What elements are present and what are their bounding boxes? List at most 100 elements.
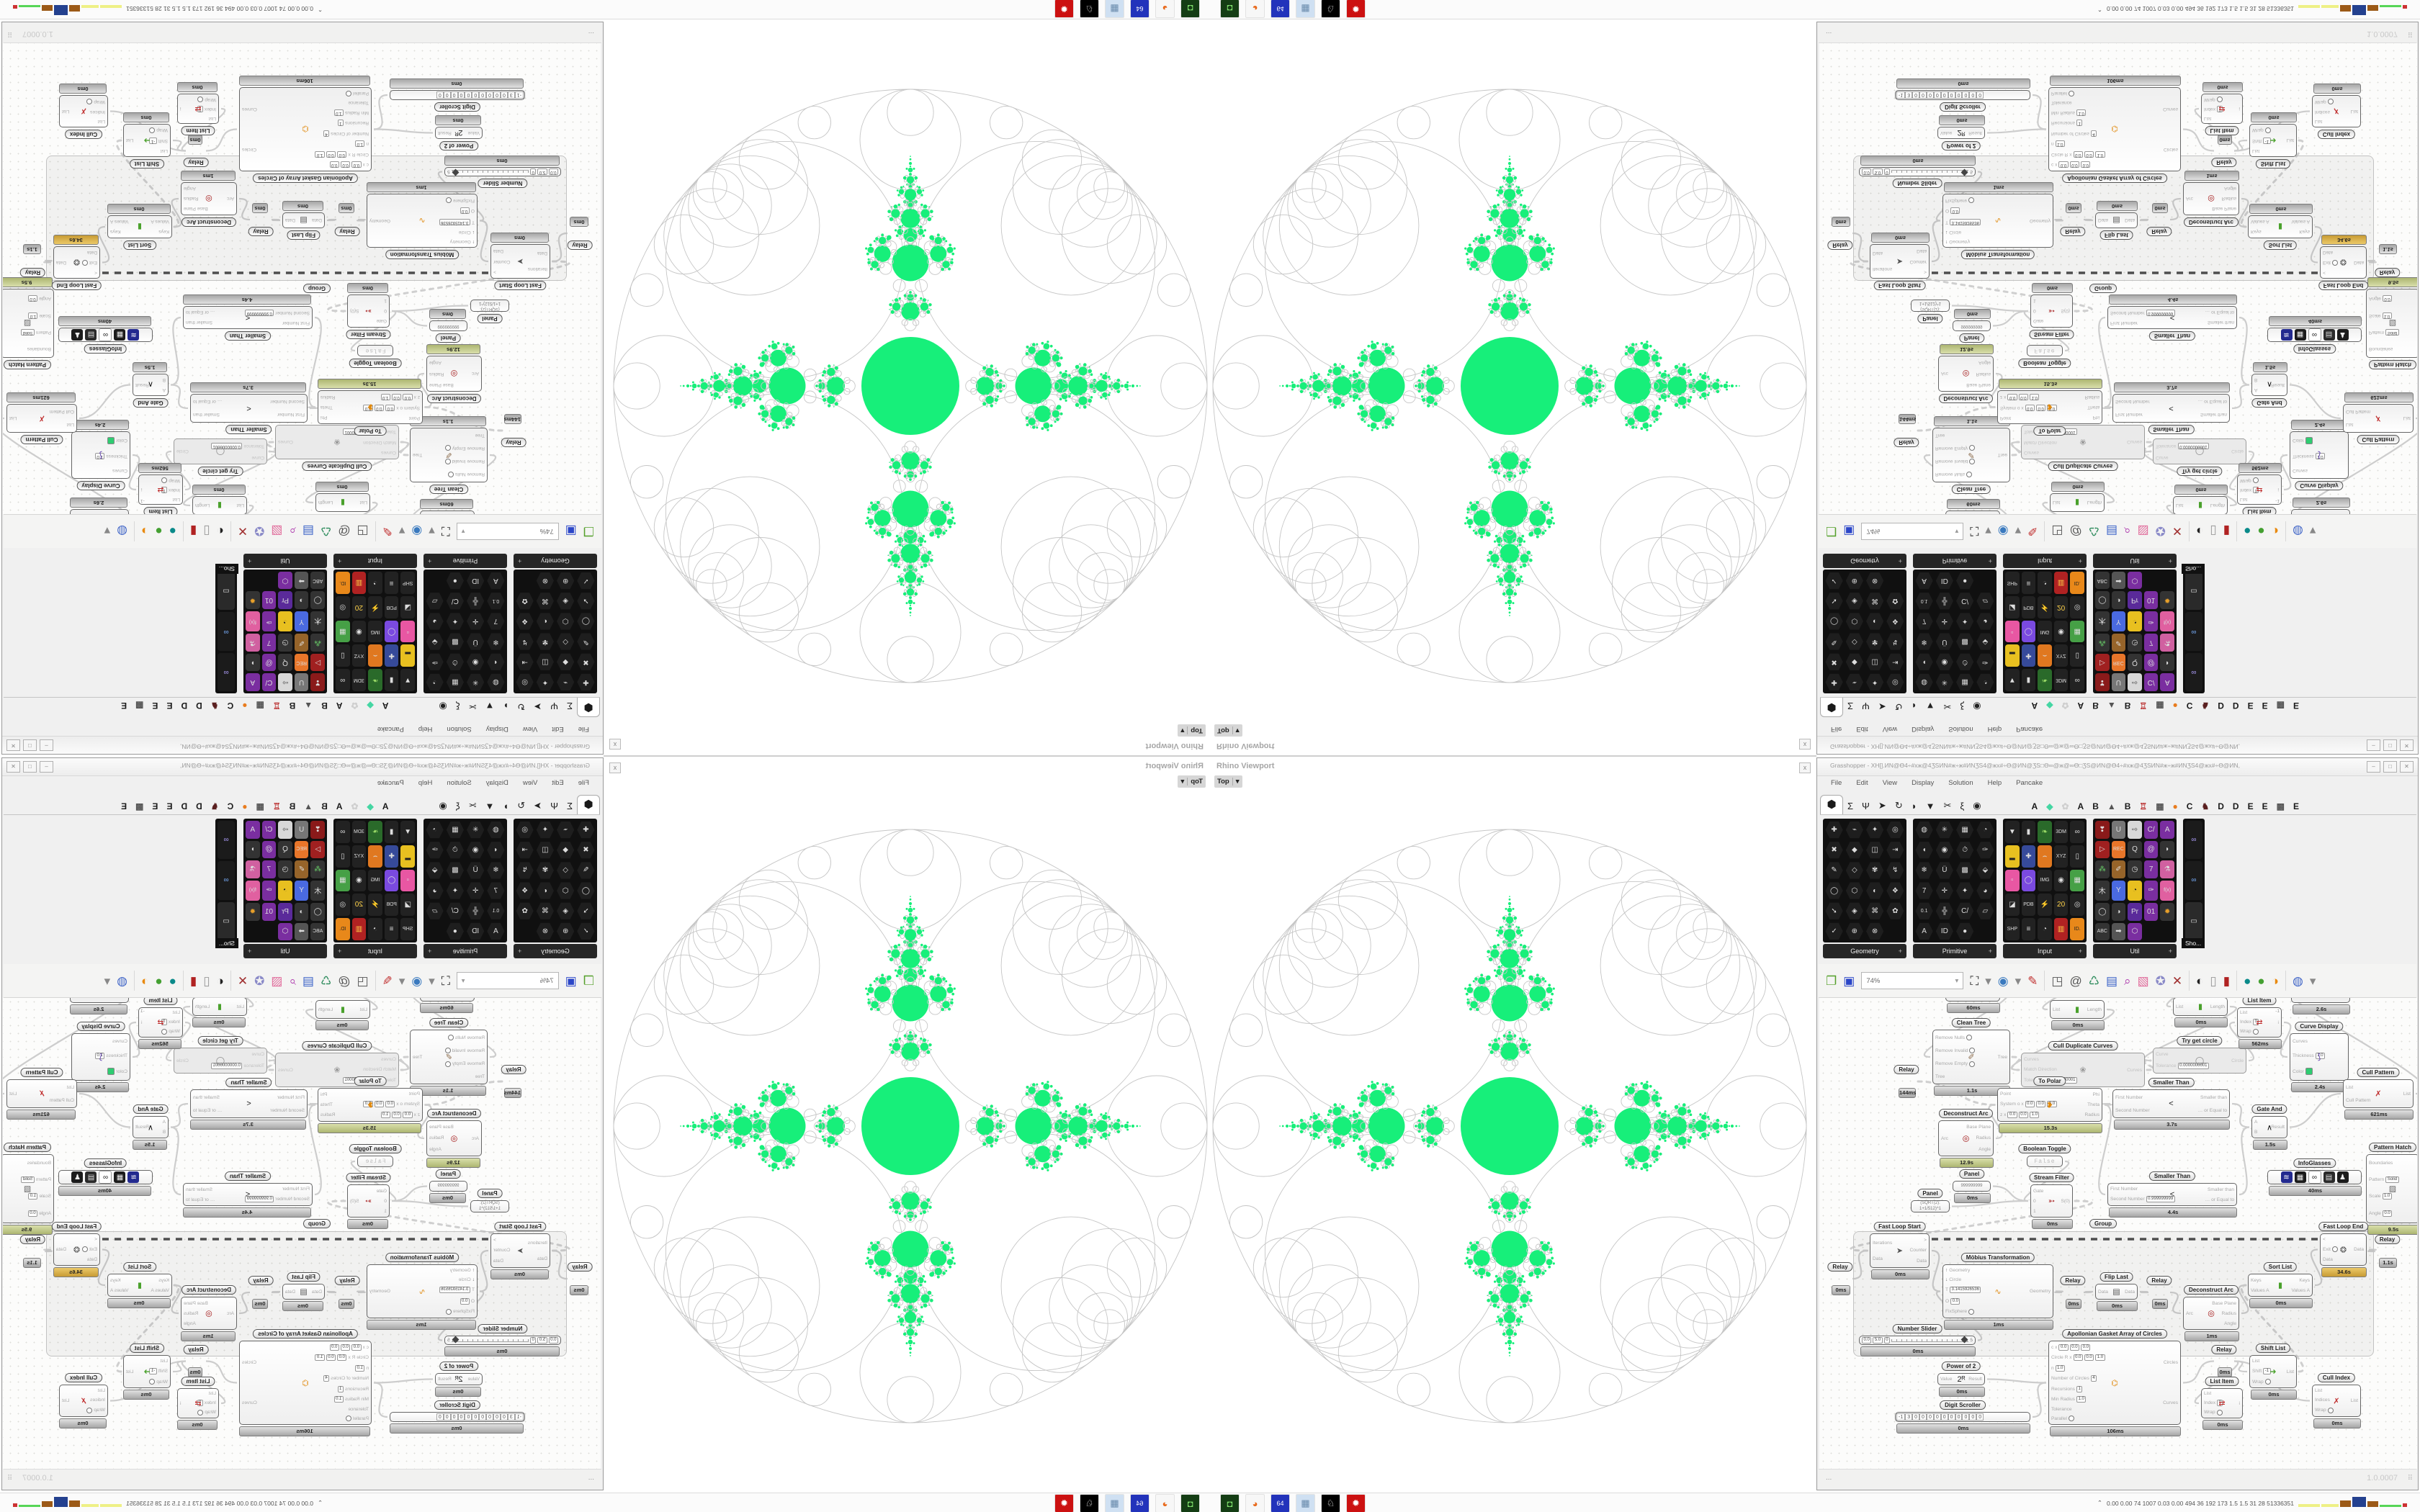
tab-letter-16[interactable]: ▩ bbox=[2276, 701, 2285, 711]
palette-icon[interactable]: ◎ bbox=[336, 894, 350, 917]
tab-letter-9[interactable]: ● bbox=[2172, 701, 2178, 711]
tab-letter-12[interactable]: D bbox=[2218, 701, 2224, 711]
cull-index[interactable]: List Indices Wrap List ✗ bbox=[2312, 95, 2361, 127]
palette-label[interactable]: Geometry + bbox=[1823, 944, 1906, 958]
palette-icon[interactable]: ∞ bbox=[218, 652, 235, 691]
deconstruct-arc-2[interactable]: Arc Base Plane Radius Angle ◎ bbox=[181, 182, 237, 215]
list-length-3[interactable]: List Length ▮ bbox=[2173, 496, 2228, 514]
fast-loop-start[interactable]: Iterations Data > Counter Data ➤ bbox=[490, 1233, 550, 1268]
palette-icon[interactable]: ✎ bbox=[577, 633, 595, 651]
palette-icon[interactable]: A bbox=[246, 673, 260, 691]
palette-icon[interactable]: A bbox=[1915, 922, 1933, 940]
palette-icon[interactable]: ∞ bbox=[2185, 612, 2202, 651]
tab-letter-10[interactable]: C bbox=[227, 701, 234, 711]
list-length-2[interactable]: List Length ▮ bbox=[2050, 493, 2105, 512]
palette-icon[interactable]: ◕ bbox=[1976, 612, 1994, 630]
palette-icon[interactable]: ◍ bbox=[1915, 673, 1933, 691]
tab-letter-15[interactable]: E bbox=[2262, 801, 2268, 811]
palette-icon[interactable]: ✎ bbox=[1825, 862, 1843, 879]
palette-icon[interactable]: ◕ bbox=[426, 881, 444, 899]
palette-icon[interactable]: ◯ bbox=[2021, 620, 2036, 643]
tab-icon-3[interactable]: ↻ bbox=[517, 800, 526, 811]
apollonian[interactable]: c x 0.0 0.0 0.0 Circle R x 0.0 0.0 1.0 n 1.0 Numbe… bbox=[2048, 87, 2181, 171]
palette-icon[interactable]: ⚗ bbox=[2160, 634, 2174, 652]
list-item-1[interactable]: List Index 0 Wrap i ⇄ -1 bbox=[2237, 1007, 2282, 1038]
palette-icon[interactable]: @ bbox=[261, 840, 277, 858]
palette-icon[interactable]: ❧ bbox=[368, 669, 382, 691]
tab-icon-0[interactable]: Σ bbox=[1847, 701, 1854, 711]
palette-icon[interactable]: ◫ bbox=[536, 653, 554, 671]
tab-letter-5[interactable]: ▲ bbox=[304, 801, 313, 811]
palette-icon[interactable]: SHP bbox=[2005, 572, 2020, 594]
viewport-close-button[interactable]: x bbox=[1799, 762, 1811, 773]
sort-list-1[interactable]: Keys Values A Keys Values A ▮ bbox=[2248, 215, 2313, 238]
smaller-than-1[interactable]: First Number Second Number Smaller than… o… bbox=[2112, 1089, 2230, 1118]
palette-icon[interactable]: ✿ bbox=[1886, 592, 1904, 610]
try-get-circle[interactable]: Curve Tolerance 0.0000000001 Circle ◯ bbox=[174, 438, 267, 464]
tab-icon-6[interactable]: ✂ bbox=[468, 701, 477, 712]
menu-item-help[interactable]: Help bbox=[418, 725, 433, 733]
balloon-icon[interactable]: ✪ bbox=[254, 973, 265, 988]
panel-999999999[interactable]: 999999999 bbox=[429, 1181, 467, 1192]
fast-loop-end[interactable]: < Exit Data Data ❂ bbox=[2320, 246, 2367, 279]
shift-list[interactable]: List Shift -1 Wrap List ➜ bbox=[2249, 124, 2297, 157]
palette-icon[interactable]: ✛ bbox=[467, 612, 485, 630]
viewport-projection-tab[interactable]: Top ▾ bbox=[1214, 724, 1242, 737]
mobius[interactable]: ↑ Geometry ↓ Circle T 3.1415926536 O 0.0 FixSphe… bbox=[367, 1264, 478, 1318]
gha-recycle-icon[interactable]: ♺ bbox=[321, 973, 332, 988]
dropdown-icon[interactable]: ▾ bbox=[104, 973, 111, 988]
palette-icon[interactable]: ◍ bbox=[1915, 822, 1933, 839]
cull-index[interactable]: List Indices Wrap List ✗ bbox=[59, 95, 108, 127]
curve-display-2[interactable]: Curves Thickness 1.0 Color ⟆ bbox=[2290, 1033, 2349, 1081]
palette-icon[interactable]: ✦ bbox=[1956, 612, 1974, 630]
palette-icon[interactable]: ◑ bbox=[2111, 903, 2126, 921]
palette-icon[interactable]: 0.1 bbox=[487, 902, 505, 920]
palette-icon[interactable]: ↯ bbox=[1886, 633, 1904, 651]
panel-999999999[interactable]: 999999999 bbox=[429, 320, 467, 331]
minimize-button[interactable]: – bbox=[2367, 739, 2380, 751]
definition-canvas[interactable]: Panel2720320msList LengthListLength▮60ms… bbox=[1819, 998, 2417, 1470]
palette-icon[interactable]: ⬙ bbox=[1976, 862, 1994, 879]
palette-icon[interactable]: ⬡ bbox=[2128, 922, 2142, 940]
palette-icon[interactable]: U bbox=[294, 821, 309, 839]
palette-icon[interactable]: ◑ bbox=[294, 591, 309, 609]
tab-letter-12[interactable]: D bbox=[196, 801, 202, 811]
palette-icon[interactable]: ⽊ bbox=[310, 880, 325, 901]
drive-icon[interactable]: ◘ bbox=[1220, 0, 1240, 18]
palette-icon[interactable]: ⚗ bbox=[246, 860, 260, 878]
palette-icon[interactable]: ✦ bbox=[536, 673, 554, 691]
palette-icon[interactable]: ✑ bbox=[1976, 842, 1994, 859]
cull-index[interactable]: List Indices Wrap List ✗ bbox=[2312, 1385, 2361, 1417]
palette-icon[interactable]: ▥ bbox=[351, 572, 367, 594]
viewport-close-button[interactable]: x bbox=[609, 739, 621, 750]
tab-letter-3[interactable]: A bbox=[2077, 701, 2084, 711]
palette-icon[interactable]: ⇨ bbox=[2128, 821, 2142, 839]
box-display-icon[interactable]: ◳ bbox=[357, 973, 369, 988]
palette-icon[interactable]: XYZ bbox=[2053, 644, 2069, 667]
tab-letter-6[interactable]: B bbox=[2124, 701, 2131, 711]
palette-icon[interactable]: ✓ bbox=[577, 572, 595, 590]
palette-icon[interactable]: ✦ bbox=[1956, 882, 1974, 899]
tab-icon-2[interactable]: ➤ bbox=[534, 800, 542, 811]
tab-letter-17[interactable]: E bbox=[121, 701, 127, 711]
palette-icon[interactable]: ✹ bbox=[246, 903, 260, 921]
palette-icon[interactable]: ➡ bbox=[294, 922, 309, 940]
palette-icon[interactable]: ∞ bbox=[2185, 861, 2202, 900]
at-icon[interactable]: @ bbox=[2069, 973, 2082, 988]
palette-icon[interactable]: ◔ bbox=[2038, 918, 2052, 940]
paintbrush-icon[interactable]: ✎ bbox=[382, 973, 393, 988]
palette-icon[interactable]: ◉ bbox=[351, 620, 367, 643]
firefox-icon[interactable]: ◕ bbox=[1245, 1494, 1265, 1512]
tab-icon-4[interactable]: ◗ bbox=[1911, 701, 1917, 711]
tab-letter-17[interactable]: E bbox=[2293, 701, 2299, 711]
palette-icon[interactable]: ✦ bbox=[1866, 822, 1884, 839]
menu-item-display[interactable]: Display bbox=[485, 725, 508, 733]
tab-letter-2[interactable]: ✿ bbox=[2061, 701, 2069, 711]
infoglasses[interactable]: ≋ ▦ ∞ ▤ ♟ bbox=[2267, 1170, 2362, 1184]
palette-icon[interactable]: ⇨ bbox=[278, 673, 292, 691]
at-icon[interactable]: @ bbox=[338, 973, 351, 988]
